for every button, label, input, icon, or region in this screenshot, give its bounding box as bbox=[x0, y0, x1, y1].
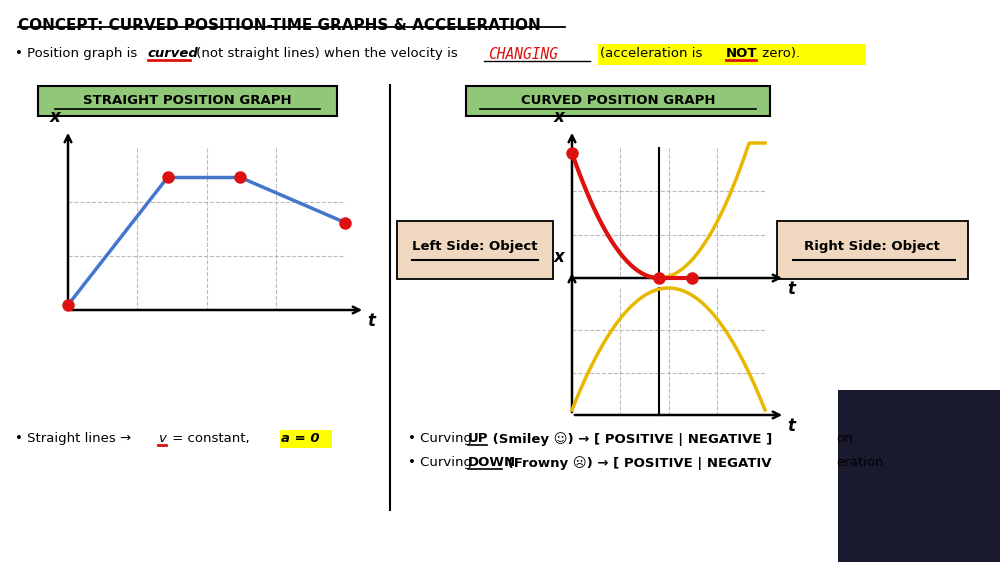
Text: CONCEPT: CURVED POSITION-TIME GRAPHS & ACCELERATION: CONCEPT: CURVED POSITION-TIME GRAPHS & A… bbox=[18, 18, 541, 33]
FancyBboxPatch shape bbox=[777, 221, 968, 279]
Text: CURVED POSITION GRAPH: CURVED POSITION GRAPH bbox=[521, 94, 715, 107]
Text: x: x bbox=[49, 108, 60, 126]
Text: • Curving: • Curving bbox=[408, 432, 476, 445]
FancyBboxPatch shape bbox=[38, 86, 337, 116]
FancyBboxPatch shape bbox=[280, 430, 332, 448]
Text: (acceleration is: (acceleration is bbox=[600, 47, 707, 60]
Text: eration: eration bbox=[836, 456, 884, 469]
Text: t: t bbox=[787, 417, 795, 435]
Text: (not straight lines) when the velocity is: (not straight lines) when the velocity i… bbox=[192, 47, 462, 60]
Text: curved: curved bbox=[148, 47, 199, 60]
Text: Right Side: Object: Right Side: Object bbox=[804, 240, 940, 253]
Text: = constant,: = constant, bbox=[168, 432, 250, 445]
FancyBboxPatch shape bbox=[397, 221, 553, 279]
Text: v: v bbox=[158, 432, 166, 445]
Text: x: x bbox=[553, 108, 564, 126]
FancyBboxPatch shape bbox=[598, 44, 866, 65]
Text: DOWN: DOWN bbox=[468, 456, 516, 469]
FancyBboxPatch shape bbox=[838, 390, 1000, 562]
Text: x: x bbox=[553, 248, 564, 266]
Text: STRAIGHT POSITION GRAPH: STRAIGHT POSITION GRAPH bbox=[83, 94, 291, 107]
Text: CHANGING: CHANGING bbox=[488, 47, 558, 62]
Text: (Frowny ☹) → [ POSITIVE | NEGATIV: (Frowny ☹) → [ POSITIVE | NEGATIV bbox=[503, 456, 772, 470]
Text: a = 0: a = 0 bbox=[281, 432, 320, 445]
Text: on: on bbox=[836, 432, 853, 445]
Text: t: t bbox=[367, 312, 375, 330]
Text: zero).: zero). bbox=[758, 47, 800, 60]
Text: • Curving: • Curving bbox=[408, 456, 476, 469]
FancyBboxPatch shape bbox=[466, 86, 770, 116]
Text: • Position graph is: • Position graph is bbox=[15, 47, 142, 60]
Text: • Straight lines →: • Straight lines → bbox=[15, 432, 135, 445]
Text: Left Side: Object: Left Side: Object bbox=[412, 240, 538, 253]
Text: t: t bbox=[787, 280, 795, 298]
Text: NOT: NOT bbox=[726, 47, 758, 60]
Text: UP: UP bbox=[468, 432, 488, 445]
Text: (Smiley ☺) → [ POSITIVE | NEGATIVE ]: (Smiley ☺) → [ POSITIVE | NEGATIVE ] bbox=[488, 432, 772, 446]
